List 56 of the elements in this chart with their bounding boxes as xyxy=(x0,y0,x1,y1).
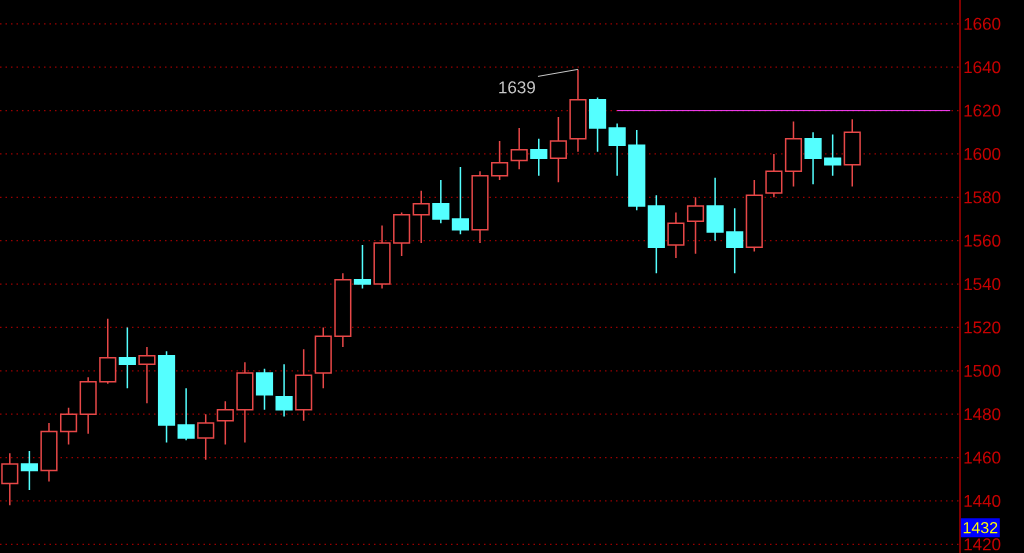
candlestick xyxy=(99,318,117,385)
y-tick-label: 1480 xyxy=(964,408,1001,421)
candlestick xyxy=(667,211,685,259)
y-tick-label: 1560 xyxy=(964,234,1001,247)
y-tick-label: 1580 xyxy=(964,191,1001,204)
candlestick xyxy=(177,387,195,441)
candlestick xyxy=(216,400,234,446)
y-tick-label: 1520 xyxy=(964,321,1001,334)
y-tick-label: 1500 xyxy=(964,364,1001,377)
candlestick xyxy=(608,122,626,177)
y-tick-label: 1660 xyxy=(964,17,1001,30)
y-tick-label: 1440 xyxy=(964,494,1001,507)
candlestick xyxy=(588,96,607,153)
candlestick xyxy=(79,376,97,435)
candlestick xyxy=(530,138,548,177)
candlestick xyxy=(686,196,705,255)
annotation: 1639 xyxy=(499,81,535,94)
candlestick xyxy=(569,68,587,153)
candlestick xyxy=(843,118,861,188)
candlestick xyxy=(138,346,156,405)
candlestick xyxy=(765,153,783,199)
candlestick xyxy=(157,350,176,444)
candlestick xyxy=(412,190,430,244)
candlestick xyxy=(549,116,567,183)
candlestick xyxy=(373,224,391,290)
candlestick xyxy=(647,194,665,274)
candlestick xyxy=(745,179,763,253)
candlestick xyxy=(706,177,724,242)
y-tick-label: 1420 xyxy=(964,538,1001,551)
y-tick-label: 1600 xyxy=(964,147,1001,160)
candlestick xyxy=(314,326,332,389)
candlestick xyxy=(628,129,646,212)
candlestick xyxy=(804,131,822,186)
candlestick xyxy=(510,127,528,170)
y-tick-label: 1620 xyxy=(964,104,1001,117)
candlestick xyxy=(40,422,58,483)
candlestick xyxy=(236,361,254,444)
candlestick xyxy=(824,133,842,177)
y-tick-label: 1640 xyxy=(964,61,1001,74)
candlestick xyxy=(334,272,352,348)
y-tick-label: 1460 xyxy=(964,451,1001,464)
candlestick xyxy=(295,348,313,422)
candlestick xyxy=(784,120,803,188)
candlestick xyxy=(275,363,293,418)
candlestick xyxy=(451,166,469,235)
candlestick xyxy=(432,179,450,225)
candlestick xyxy=(393,211,411,257)
candlestick xyxy=(471,170,489,244)
candlestick xyxy=(491,140,509,181)
candlestick xyxy=(255,367,274,411)
text: 1432 xyxy=(963,522,998,534)
candlestick xyxy=(59,406,78,446)
candlestick xyxy=(197,413,215,461)
candlestick xyxy=(726,207,744,274)
y-tick-label: 1540 xyxy=(964,278,1001,291)
candlestick xyxy=(20,450,38,491)
